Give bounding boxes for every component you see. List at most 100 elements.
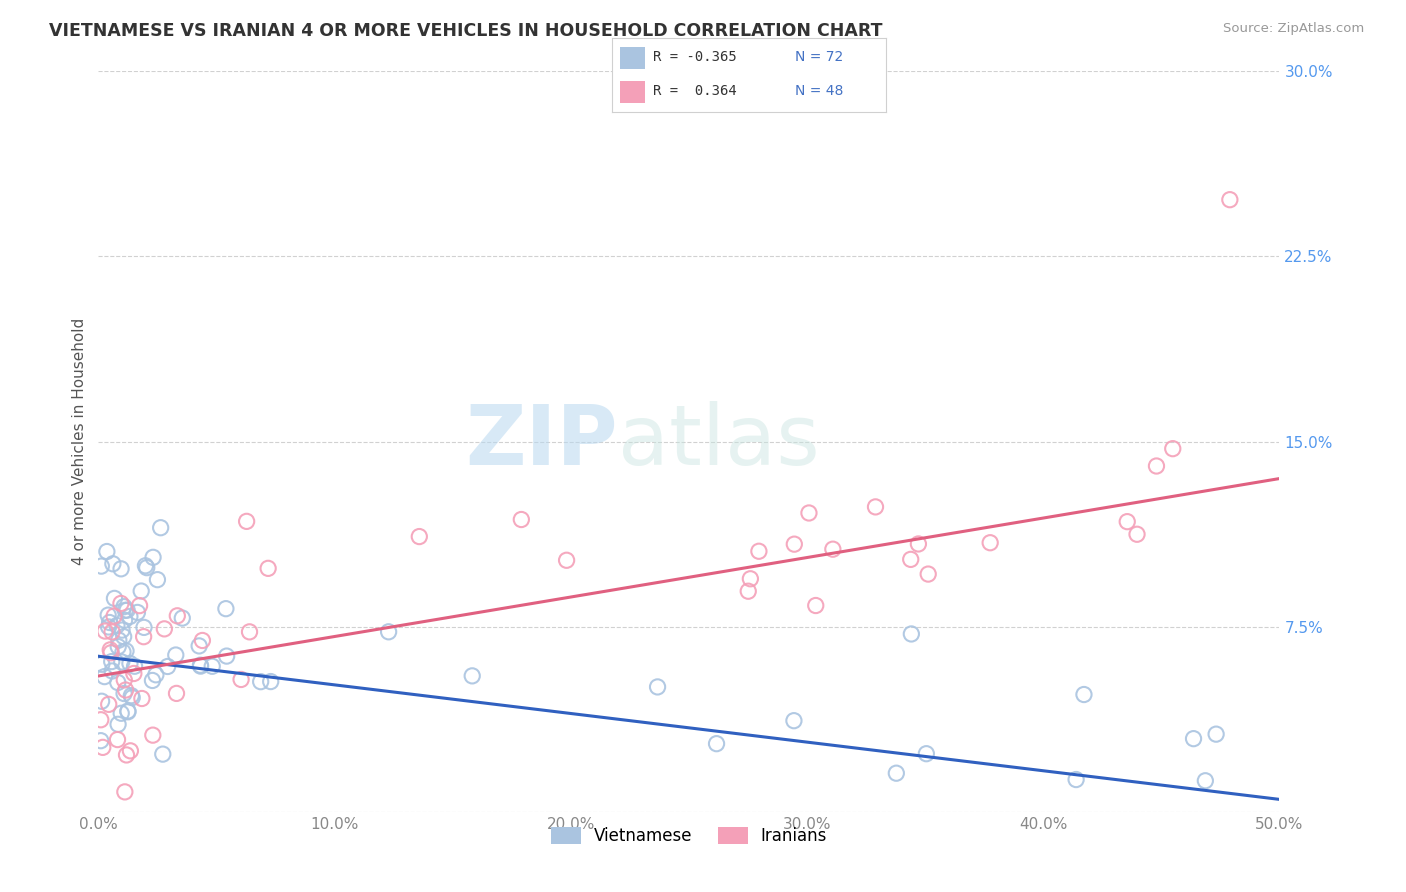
Point — [96, 544, 118, 558]
Point — [804, 599, 827, 613]
Text: N = 72: N = 72 — [796, 50, 844, 64]
Point — [97, 698, 120, 712]
Point — [152, 747, 174, 761]
Point — [915, 747, 938, 761]
Point — [191, 633, 214, 648]
Point — [166, 608, 188, 623]
Point — [110, 596, 132, 610]
Point — [748, 544, 770, 558]
Point — [120, 689, 142, 703]
Point — [111, 645, 134, 659]
Point — [98, 643, 121, 657]
Point — [101, 664, 124, 678]
Point — [377, 624, 399, 639]
Text: N = 48: N = 48 — [796, 84, 844, 98]
Point — [149, 521, 172, 535]
Point — [190, 659, 212, 673]
Point — [461, 669, 484, 683]
Point — [1073, 688, 1095, 702]
Point — [111, 623, 134, 637]
Point — [128, 599, 150, 613]
Point — [229, 673, 252, 687]
Point — [215, 649, 238, 664]
Point — [1182, 731, 1205, 746]
Point — [110, 562, 132, 576]
Point — [555, 553, 578, 567]
Point — [103, 591, 125, 606]
Point — [132, 630, 155, 644]
Point — [107, 732, 129, 747]
Point — [115, 747, 138, 762]
Point — [90, 713, 112, 727]
Text: atlas: atlas — [619, 401, 820, 482]
Point — [101, 624, 124, 639]
Point — [120, 744, 142, 758]
Point — [886, 766, 908, 780]
Point — [100, 646, 122, 660]
Point — [112, 630, 135, 644]
Point — [737, 584, 759, 599]
Point — [122, 666, 145, 681]
Point — [166, 686, 188, 700]
Point — [1219, 193, 1241, 207]
Text: Source: ZipAtlas.com: Source: ZipAtlas.com — [1223, 22, 1364, 36]
Point — [112, 673, 135, 687]
Point — [917, 567, 939, 582]
Point — [118, 657, 141, 671]
Point — [647, 680, 669, 694]
Point — [111, 655, 134, 669]
Bar — [620, 47, 644, 69]
Point — [146, 573, 169, 587]
Point — [141, 673, 163, 688]
Point — [260, 674, 283, 689]
Point — [821, 542, 844, 557]
Point — [1064, 772, 1087, 787]
Point — [783, 714, 806, 728]
Point — [979, 535, 1001, 549]
Point — [101, 557, 124, 571]
Point — [110, 706, 132, 721]
Point — [107, 675, 129, 690]
Point — [257, 561, 280, 575]
Point — [510, 512, 533, 526]
Point — [215, 601, 238, 615]
Point — [201, 659, 224, 673]
Point — [249, 674, 271, 689]
Point — [783, 537, 806, 551]
Point — [134, 558, 156, 573]
Point — [127, 606, 149, 620]
Point — [114, 613, 136, 627]
Point — [100, 655, 122, 669]
Point — [98, 615, 121, 630]
Point — [235, 514, 257, 528]
Text: R = -0.365: R = -0.365 — [652, 50, 737, 64]
Point — [132, 620, 155, 634]
Point — [1116, 515, 1139, 529]
Point — [114, 785, 136, 799]
Point — [1205, 727, 1227, 741]
Point — [97, 608, 120, 623]
Point — [117, 705, 139, 719]
Y-axis label: 4 or more Vehicles in Household: 4 or more Vehicles in Household — [72, 318, 87, 566]
Point — [165, 648, 187, 662]
Point — [90, 657, 112, 672]
Point — [131, 691, 153, 706]
Point — [153, 622, 176, 636]
Point — [135, 560, 157, 574]
Point — [105, 618, 128, 632]
Text: ZIP: ZIP — [465, 401, 619, 482]
Point — [118, 609, 141, 624]
Point — [94, 624, 117, 638]
Point — [97, 620, 120, 634]
Point — [1146, 458, 1168, 473]
Point — [107, 640, 129, 654]
Point — [91, 740, 114, 755]
Point — [115, 644, 138, 658]
Point — [112, 599, 135, 614]
Point — [188, 639, 211, 653]
Point — [408, 530, 430, 544]
Point — [121, 690, 143, 705]
Legend: Vietnamese, Iranians: Vietnamese, Iranians — [544, 820, 834, 852]
Point — [129, 584, 152, 599]
Point — [865, 500, 887, 514]
